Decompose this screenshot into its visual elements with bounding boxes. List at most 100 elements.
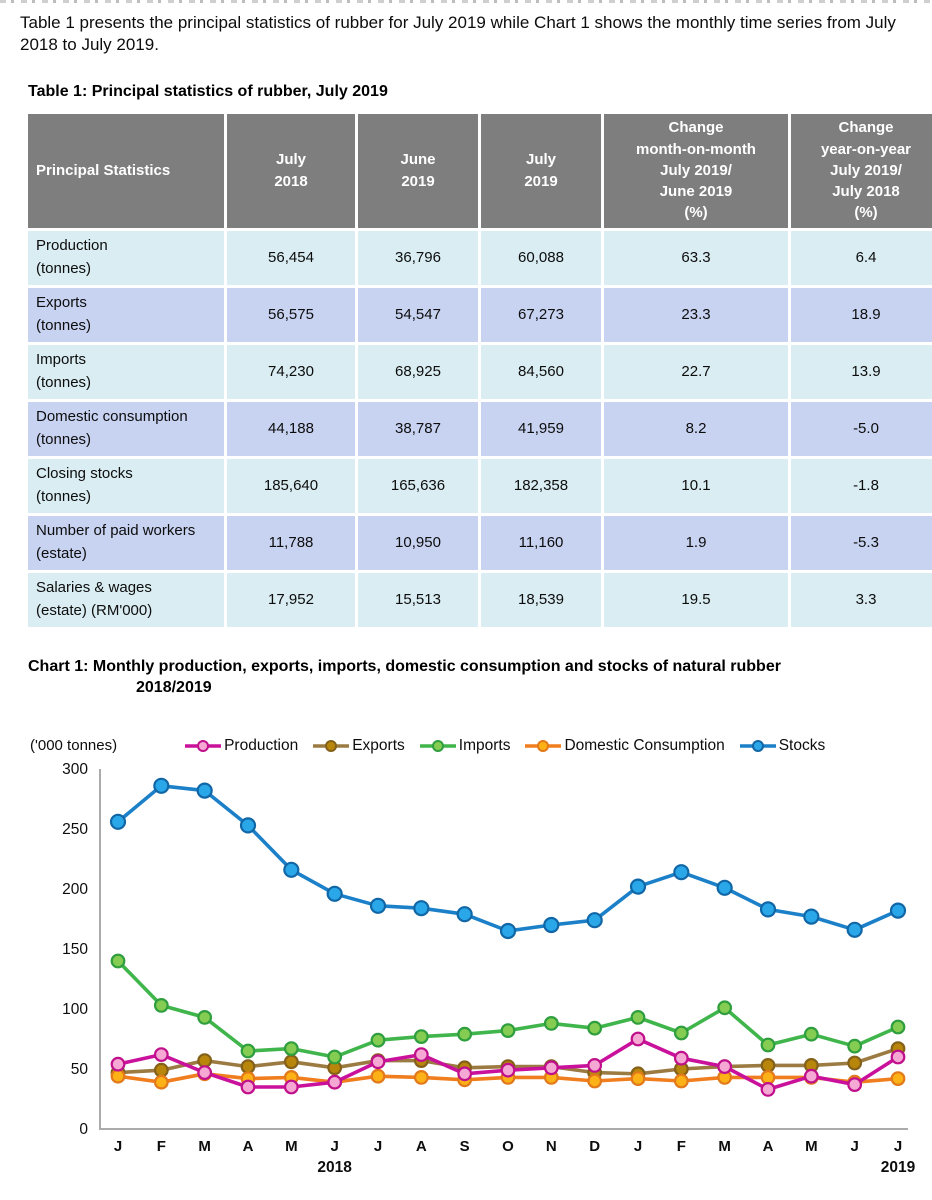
intro-paragraph: Table 1 presents the principal statistic… [20, 13, 896, 54]
row-label: Salaries & wages (estate) (RM'000) [28, 572, 224, 627]
data-point [630, 1070, 646, 1086]
table-row: Salaries & wages (estate) (RM'000) 17,952 1… [28, 572, 932, 627]
legend-marker-icon [313, 739, 350, 752]
data-point [413, 1028, 429, 1044]
value-cell: 54,547 [358, 287, 478, 342]
value-cell: 60,088 [481, 230, 601, 285]
data-point [413, 1069, 429, 1085]
value-cell: 84,560 [481, 344, 601, 399]
x-tick-label: O [502, 1138, 514, 1155]
data-point [326, 885, 343, 902]
data-point [110, 953, 126, 969]
value-cell: 67,273 [481, 287, 601, 342]
data-point [197, 1064, 213, 1080]
column-header: Principal Statistics [28, 113, 224, 228]
data-point [847, 1076, 863, 1092]
value-cell: 56,454 [227, 230, 355, 285]
y-tick-label: 0 [79, 1121, 88, 1138]
x-tick-label: J [114, 1138, 122, 1155]
value-cell: 19.5 [604, 572, 788, 627]
x-tick-label: J [634, 1138, 642, 1155]
column-header: July 2018 [227, 113, 355, 228]
value-cell: 41,959 [481, 401, 601, 456]
legend-label: Production [224, 736, 299, 754]
data-point [283, 1054, 299, 1069]
value-cell: 10,950 [358, 515, 478, 570]
value-cell: 56,575 [227, 287, 355, 342]
y-tick-label: 200 [62, 881, 88, 898]
data-point [759, 900, 777, 918]
data-point [760, 1081, 776, 1097]
value-cell: -5.3 [791, 515, 932, 570]
x-tick-label: M [718, 1138, 731, 1155]
legend-item-stocks: Stocks [739, 737, 825, 755]
column-header: July 2019 [481, 113, 601, 228]
data-point [283, 861, 300, 878]
value-cell: 23.3 [604, 287, 788, 342]
data-point [369, 897, 387, 914]
value-cell: 74,230 [227, 344, 355, 399]
value-cell: 36,796 [358, 230, 478, 285]
row-label: Production (tonnes) [28, 230, 224, 285]
y-tick-label: 50 [71, 1061, 89, 1078]
legend-label: Exports [352, 736, 405, 754]
year-label: 2018 [317, 1159, 352, 1176]
data-point [283, 1040, 299, 1056]
chart-title-line1: Chart 1: Monthly production, exports, im… [28, 657, 781, 675]
chart-title-line2: 2018/2019 [136, 679, 212, 697]
legend-marker-icon [419, 739, 456, 752]
data-point [847, 1038, 863, 1054]
data-point [110, 1056, 126, 1072]
x-tick-label: M [805, 1138, 818, 1155]
series-line-stocks [116, 783, 899, 933]
table-row: Exports (tonnes) 56,575 54,547 67,273 23.3 18.… [28, 287, 932, 342]
x-tick-label: M [198, 1138, 211, 1155]
table-row: Domestic consumption (tonnes) 44,188 38,787… [28, 401, 932, 456]
row-label: Exports (tonnes) [28, 287, 224, 342]
data-point [197, 1052, 213, 1068]
x-tick-label: J [330, 1138, 338, 1155]
value-cell: 182,358 [481, 458, 601, 513]
data-point [153, 777, 170, 794]
data-point [500, 1022, 516, 1038]
y-tick-label: 300 [62, 761, 88, 778]
x-tick-label: N [546, 1138, 557, 1155]
table-row: Production (tonnes) 56,454 36,796 60,088 63.3… [28, 230, 932, 285]
value-cell: 68,925 [358, 344, 478, 399]
data-point [803, 1026, 819, 1042]
value-cell: 165,636 [358, 458, 478, 513]
data-point [197, 1009, 213, 1025]
legend-label: Imports [458, 736, 511, 754]
y-tick-label: 250 [62, 821, 88, 838]
legend-item-production: Production [185, 737, 298, 755]
data-point [283, 1079, 299, 1095]
value-cell: 15,513 [358, 572, 478, 627]
column-header: June 2019 [358, 113, 478, 228]
data-point [327, 1049, 343, 1065]
value-cell: 17,952 [227, 572, 355, 627]
data-point [847, 1055, 863, 1071]
data-point [587, 1020, 603, 1036]
data-point [370, 1032, 386, 1048]
data-point [370, 1068, 386, 1084]
legend-marker-icon [739, 739, 776, 752]
value-cell: 10.1 [604, 458, 788, 513]
data-point [630, 1031, 646, 1047]
table-row: Imports (tonnes) 74,230 68,925 84,560 22.7 13.… [28, 344, 932, 399]
y-axis-unit-label: ('000 tonnes) [30, 737, 118, 755]
data-point [673, 1025, 689, 1041]
table-row: Number of paid workers (estate) 11,788 10,9… [28, 515, 932, 570]
x-tick-label: J [374, 1138, 382, 1155]
row-label: Number of paid workers (estate) [28, 515, 224, 570]
data-point [153, 1074, 169, 1090]
legend-item-imports: Imports [419, 736, 511, 755]
data-point [413, 899, 430, 916]
data-point [673, 1050, 689, 1066]
x-tick-label: F [157, 1138, 166, 1155]
data-point [109, 813, 127, 830]
data-point [760, 1069, 776, 1085]
data-point [717, 1000, 733, 1015]
line-chart: 0 50 100 150 200 250 300 J F M A M J J A S O N D J F M A M J J 201… [62, 761, 915, 1176]
x-tick-label: A [763, 1138, 774, 1155]
data-point [587, 1073, 603, 1089]
